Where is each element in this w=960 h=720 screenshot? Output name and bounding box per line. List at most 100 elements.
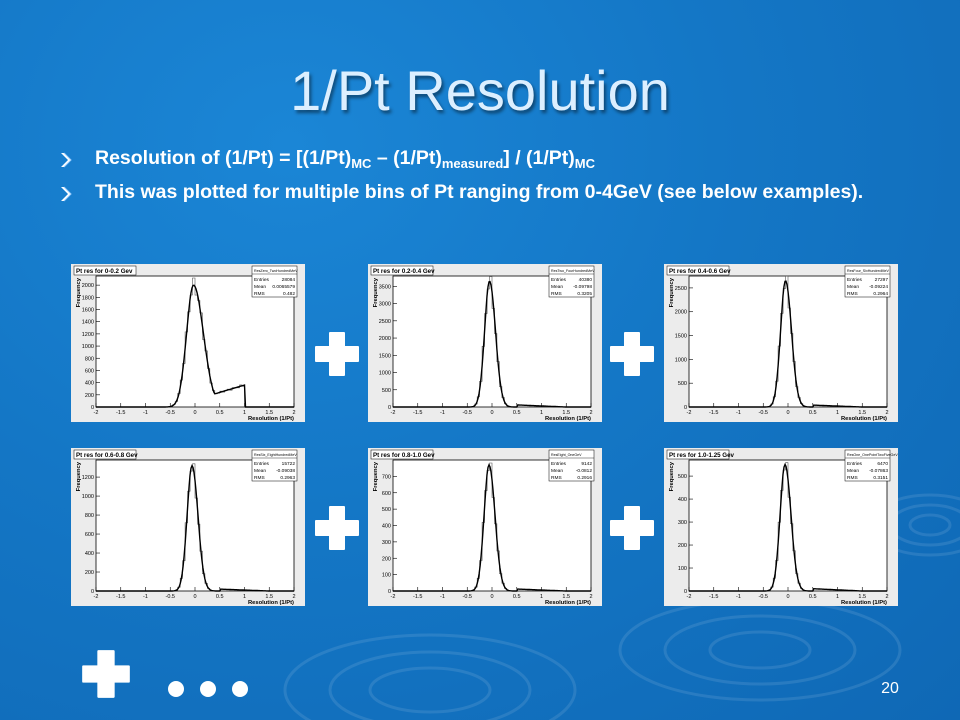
y-tick-label: 0 [388, 405, 391, 411]
stats-label: Mean [551, 468, 563, 474]
y-tick-label: 600 [85, 532, 94, 538]
x-tick-label: -1 [736, 410, 741, 416]
x-axis-label: Resolution (1/Pt) [841, 416, 887, 422]
stats-value: 0.2963 [280, 475, 295, 481]
plot-title-box [370, 265, 434, 276]
plus-icon [82, 650, 130, 698]
histogram-svg: Pt res for 0.4-0.6 Gev ResFour_SixHundred… [666, 265, 891, 422]
y-tick-label: 100 [382, 573, 391, 579]
stats-value: -0.09038 [276, 468, 295, 474]
x-axis-label: Resolution (1/Pt) [841, 600, 887, 606]
histogram-svg: Pt res for 0.2-0.4 Gev ResTwo_FourHundred… [370, 265, 595, 422]
stats-label: Entries [551, 461, 567, 467]
stats-name: ResOne_OnePointTwoFiveGeV [847, 453, 898, 457]
stats-value: 0.3205 [577, 291, 592, 297]
x-tick-label: 1.5 [562, 410, 570, 416]
stats-label: Entries [254, 461, 270, 467]
x-axis-label: Resolution (1/Pt) [248, 600, 294, 606]
slide-title: 1/Pt Resolution [290, 59, 670, 122]
y-tick-label: 200 [85, 393, 94, 399]
histogram-plot: Pt res for 1.0-1.25 Gev ResOne_OnePointTw… [664, 448, 898, 606]
x-tick-label: -1 [143, 594, 148, 600]
plot-title: Pt res for 0.8-1.0 Gev [373, 452, 435, 459]
y-tick-label: 1000 [82, 494, 94, 500]
x-tick-label: -1.5 [413, 594, 422, 600]
y-tick-label: 3000 [379, 302, 391, 308]
x-axis-label: Resolution (1/Pt) [545, 600, 591, 606]
x-tick-label: 0.5 [513, 594, 521, 600]
x-tick-label: -2 [391, 594, 396, 600]
y-tick-label: 1800 [82, 295, 94, 301]
histogram-plot: Pt res for 0.2-0.4 Gev ResTwo_FourHundred… [368, 264, 602, 422]
stats-value: 6470 [877, 461, 888, 467]
plus-icon [610, 332, 654, 376]
histogram-svg: Pt res for 0-0.2 Gev ResZero_TwoHundredMe… [73, 265, 298, 422]
y-axis-label: Frequency [373, 461, 379, 491]
stats-value: -0.07863 [869, 468, 888, 474]
y-tick-label: 500 [382, 388, 391, 394]
stats-name: ResFour_SixHundredMeV [847, 269, 890, 273]
fit-curve [689, 463, 887, 592]
y-tick-label: 200 [382, 556, 391, 562]
y-tick-label: 300 [382, 540, 391, 546]
x-tick-label: 0 [193, 594, 196, 600]
stats-label: Mean [847, 284, 859, 290]
x-tick-label: -2 [687, 410, 692, 416]
fit-curve [393, 280, 591, 408]
histogram-svg: Pt res for 1.0-1.25 Gev ResOne_OnePointTw… [666, 449, 898, 606]
stats-value: -0.09798 [573, 284, 592, 290]
x-tick-label: 1.5 [265, 410, 273, 416]
stats-value: -0.0812 [576, 468, 593, 474]
y-tick-label: 700 [382, 474, 391, 480]
histogram-plot: Pt res for 0.6-0.8 Gev ResSix_EightHundre… [71, 448, 305, 606]
y-tick-label: 2500 [379, 319, 391, 325]
y-tick-label: 2000 [379, 336, 391, 342]
x-tick-label: 1 [836, 410, 839, 416]
stats-label: RMS [254, 475, 265, 481]
histogram-plot: Pt res for 0-0.2 Gev ResZero_TwoHundredMe… [71, 264, 305, 422]
y-tick-label: 400 [678, 497, 687, 503]
x-tick-label: 1 [243, 594, 246, 600]
stats-label: RMS [551, 291, 562, 297]
x-tick-label: 1 [836, 594, 839, 600]
stats-name: ResSix_EightHundredMeV [254, 453, 297, 457]
stats-value: 28084 [282, 277, 296, 283]
x-tick-label: -2 [94, 410, 99, 416]
y-tick-label: 400 [85, 381, 94, 387]
y-tick-label: 500 [678, 474, 687, 480]
y-tick-label: 1400 [82, 320, 94, 326]
x-tick-label: 0.5 [809, 410, 817, 416]
x-tick-label: 0.5 [513, 410, 521, 416]
x-tick-label: -0.5 [166, 594, 175, 600]
arrow-bullet-icon [61, 186, 72, 202]
x-axis-label: Resolution (1/Pt) [545, 416, 591, 422]
stats-label: Mean [551, 284, 563, 290]
x-tick-label: -0.5 [759, 594, 768, 600]
stats-label: Entries [254, 277, 270, 283]
x-tick-label: 2 [885, 410, 888, 416]
y-tick-label: 800 [85, 513, 94, 519]
y-tick-label: 2000 [82, 283, 94, 289]
stats-label: RMS [551, 475, 562, 481]
x-tick-label: 1.5 [858, 594, 866, 600]
x-tick-label: -1 [440, 410, 445, 416]
y-tick-label: 2000 [675, 310, 687, 316]
x-tick-label: -1.5 [116, 594, 125, 600]
y-tick-label: 1600 [82, 308, 94, 314]
y-tick-label: 400 [382, 524, 391, 530]
x-tick-label: -1.5 [116, 410, 125, 416]
stats-label: RMS [254, 291, 265, 297]
y-tick-label: 600 [382, 491, 391, 497]
y-tick-label: 0 [388, 589, 391, 595]
bullet-text: This was plotted for multiple bins of Pt… [95, 181, 864, 203]
page-number: 20 [881, 680, 899, 697]
ellipsis-dot [168, 681, 184, 697]
y-tick-label: 500 [678, 381, 687, 387]
x-tick-label: -2 [687, 594, 692, 600]
stats-value: 15722 [282, 461, 296, 467]
plot-title-box [666, 449, 730, 460]
x-tick-label: -0.5 [463, 410, 472, 416]
y-tick-label: 300 [678, 520, 687, 526]
stats-label: RMS [847, 475, 858, 481]
